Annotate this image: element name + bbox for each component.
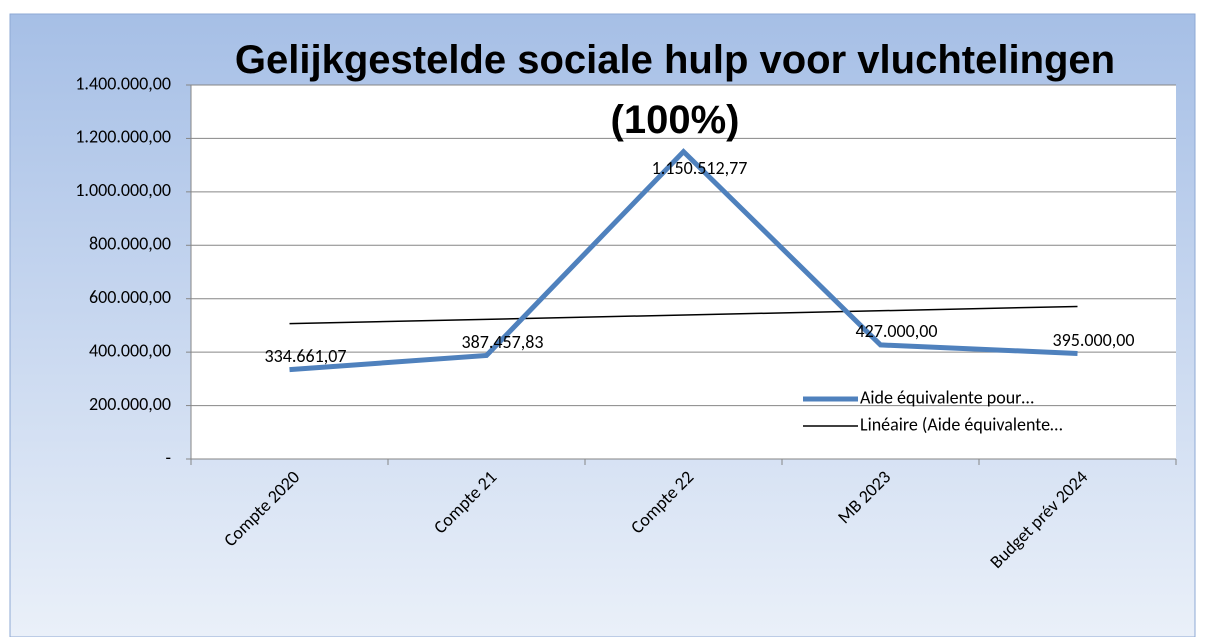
y-tick-label: 1.400.000,00 — [75, 72, 171, 94]
data-label: 334.661,07 — [264, 345, 346, 367]
y-tick-label: 1.000.000,00 — [75, 179, 171, 201]
data-label: 427.000,00 — [855, 320, 937, 342]
y-tick-label: 1.200.000,00 — [75, 126, 171, 148]
y-tick-label: 600.000,00 — [89, 286, 171, 308]
chart-title: Gelijkgestelde sociale hulp voor vluchte… — [234, 38, 1116, 142]
data-label: 1.150.512,77 — [652, 157, 748, 179]
y-tick-label: - — [165, 446, 171, 468]
plot-area — [191, 85, 1176, 459]
trendline — [289, 305, 1078, 325]
legend-label: Aide équivalente pour… — [860, 386, 1034, 408]
y-tick-label: 200.000,00 — [89, 393, 171, 415]
y-tick-label: 800.000,00 — [89, 233, 171, 255]
y-tick-label: 400.000,00 — [89, 339, 171, 361]
data-label: 395.000,00 — [1052, 329, 1134, 351]
data-line — [289, 148, 1078, 373]
legend-label: Linéaire (Aide équivalente… — [860, 413, 1063, 435]
data-label: 387.457,83 — [461, 331, 543, 353]
